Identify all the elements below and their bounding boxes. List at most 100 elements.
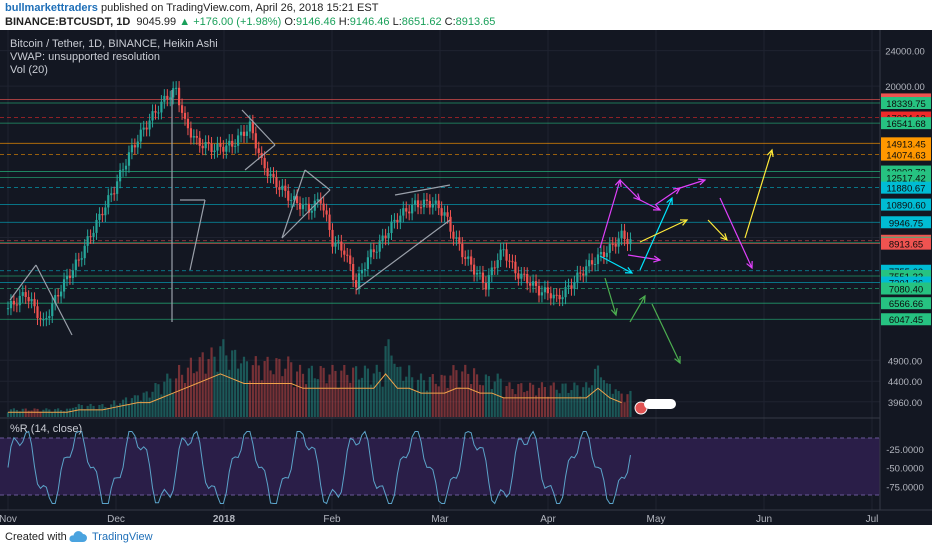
- volume-bar: [242, 356, 246, 417]
- event-count-badge[interactable]: [644, 399, 676, 409]
- price-level-tag: 7080.40: [881, 282, 931, 296]
- candle-body: [166, 95, 169, 100]
- volume-bar: [24, 408, 27, 417]
- candle-body: [352, 263, 355, 281]
- price-level-tag-bg: [881, 97, 931, 110]
- volume-bar: [552, 382, 555, 417]
- volume-bar: [328, 374, 331, 417]
- price-level-tag-bg: [881, 148, 931, 161]
- low-label: L:: [392, 16, 402, 28]
- candle-body: [475, 272, 479, 275]
- volume-bar: [95, 409, 98, 417]
- volume-bar: [608, 383, 611, 417]
- candle-body: [60, 291, 63, 297]
- volume-bar: [307, 368, 310, 417]
- volume-bar: [248, 380, 251, 417]
- author-link[interactable]: bullmarkettraders: [5, 2, 98, 14]
- vol-legend: Vol (20): [10, 64, 48, 76]
- time-tick-label: May: [647, 514, 666, 525]
- volume-bar: [614, 389, 617, 417]
- volume-bar: [119, 403, 122, 417]
- trend-line: [394, 184, 451, 196]
- candle-body: [564, 287, 567, 298]
- volume-bar: [576, 385, 579, 417]
- volume-bar: [207, 359, 210, 417]
- trend-line: [244, 144, 276, 171]
- candle-body: [269, 173, 272, 177]
- volume-bar: [455, 370, 458, 417]
- candle-body: [51, 303, 54, 317]
- volume-bar: [301, 373, 305, 417]
- volume-bar: [62, 411, 66, 417]
- volume-bar: [245, 361, 249, 417]
- price-level-tag-bg: [881, 117, 931, 130]
- trend-line: [281, 169, 306, 239]
- chart-canvas[interactable]: 24000.0020000.009200.004900.004400.00396…: [0, 30, 932, 525]
- volume-bar: [142, 392, 145, 417]
- volume-bar: [534, 395, 538, 417]
- candle-body: [337, 241, 340, 243]
- volume-bar: [360, 377, 364, 417]
- candle-body: [304, 203, 308, 205]
- volume-bar: [192, 373, 195, 417]
- price-level-tag: 10890.60: [881, 198, 931, 212]
- williams-r-line: [7, 430, 631, 505]
- volume-bar: [540, 382, 544, 417]
- publish-info: published on TradingView.com, April 26, …: [101, 2, 379, 14]
- candle-body: [151, 111, 154, 121]
- price-level-label: 7080.40: [889, 285, 923, 296]
- trend-line: [304, 169, 331, 191]
- candle-body: [293, 196, 296, 200]
- candle-body: [396, 219, 399, 223]
- volume-bar: [517, 384, 520, 417]
- candle-body: [33, 299, 36, 307]
- candle-body: [101, 213, 104, 216]
- volume-bar: [526, 390, 529, 417]
- low-value: 8651.62: [401, 16, 442, 28]
- tradingview-link[interactable]: TradingView: [92, 531, 153, 543]
- candle-body: [514, 261, 517, 274]
- volume-bar: [352, 367, 355, 417]
- arrow-line: [744, 149, 773, 239]
- chart-svg[interactable]: 24000.0020000.009200.004900.004400.00396…: [0, 30, 932, 525]
- candle-body: [48, 316, 51, 319]
- candle-body: [281, 185, 284, 190]
- candle-body: [107, 195, 110, 208]
- volume-bar: [104, 406, 107, 417]
- price-level-label: 6566.66: [889, 299, 923, 310]
- event-flags[interactable]: [634, 399, 676, 415]
- volume-bar: [110, 404, 113, 417]
- candle-body: [570, 285, 573, 289]
- volume-bar: [237, 368, 240, 417]
- volume-bar: [431, 374, 434, 417]
- volume-bar: [213, 356, 216, 417]
- volume-bar: [484, 374, 487, 417]
- price-level-tag-bg: [881, 237, 931, 250]
- candle-body: [532, 281, 535, 286]
- candle-body: [74, 259, 77, 271]
- high-value: 9146.46: [349, 16, 390, 28]
- candle-body: [511, 261, 514, 263]
- volume-bar: [107, 407, 110, 417]
- volume-bar: [77, 404, 80, 417]
- candle-body: [234, 145, 237, 147]
- volume-bar: [254, 356, 257, 417]
- volume-bar: [422, 380, 426, 417]
- volume-bar: [499, 378, 502, 417]
- candle-body: [12, 300, 15, 305]
- volume-bar: [48, 409, 51, 417]
- volume-bar: [298, 364, 302, 417]
- trend-line: [35, 264, 73, 336]
- volume-bar: [372, 373, 375, 417]
- volume-bar: [467, 373, 470, 417]
- volume-bar: [92, 405, 95, 417]
- volume-bar: [325, 383, 328, 417]
- candle-body: [543, 287, 546, 293]
- volume-bar: [505, 386, 508, 417]
- volume-bar: [349, 382, 352, 417]
- candle-body: [139, 129, 142, 142]
- candle-body: [414, 200, 417, 205]
- candle-body: [452, 231, 455, 239]
- candle-body: [213, 150, 216, 152]
- candle-body: [18, 295, 21, 306]
